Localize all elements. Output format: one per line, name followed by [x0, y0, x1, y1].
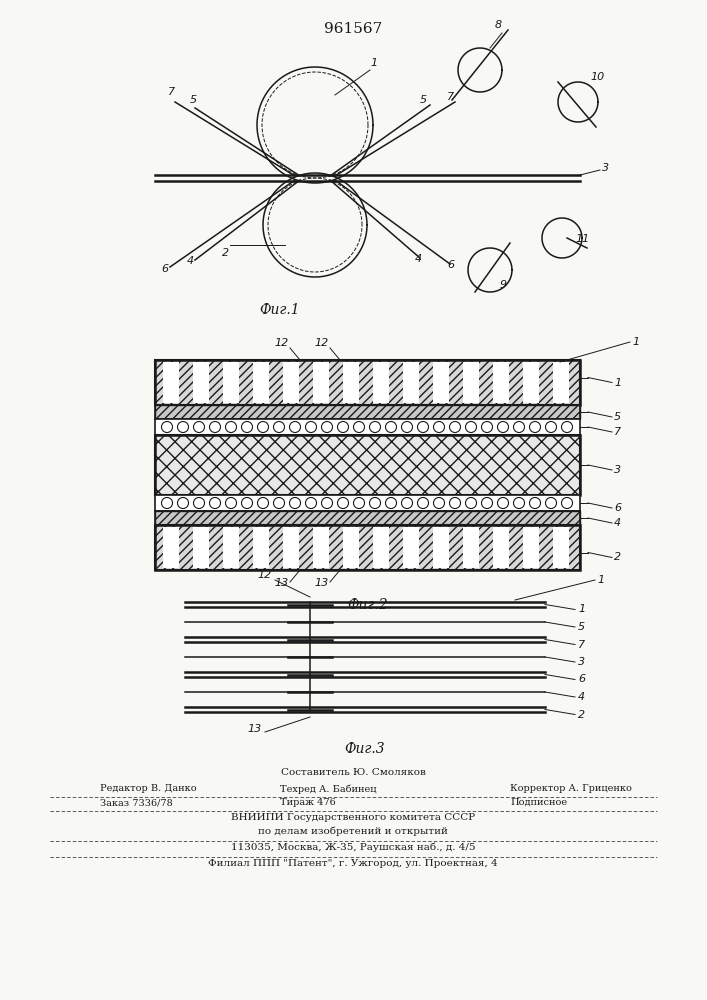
Text: 13: 13: [275, 578, 289, 588]
Text: 13: 13: [315, 578, 329, 588]
Bar: [313, 527, 329, 568]
Bar: [163, 362, 179, 403]
Bar: [253, 527, 269, 568]
Text: 4: 4: [578, 692, 585, 702]
Bar: [155, 435, 580, 495]
Bar: [163, 527, 179, 568]
Bar: [155, 435, 580, 495]
Bar: [155, 405, 580, 419]
Text: 12: 12: [275, 338, 289, 348]
Text: 5: 5: [190, 95, 197, 105]
Text: 1: 1: [597, 575, 604, 585]
Bar: [403, 527, 419, 568]
Bar: [343, 527, 359, 568]
Bar: [523, 362, 539, 403]
Text: 2: 2: [222, 248, 229, 258]
Bar: [283, 527, 299, 568]
Bar: [463, 362, 479, 403]
Bar: [193, 362, 209, 403]
Text: ВНИИПИ Государственного комитета СССР: ВНИИПИ Государственного комитета СССР: [231, 813, 475, 822]
Text: 961567: 961567: [324, 22, 382, 36]
Text: 6: 6: [578, 674, 585, 684]
Text: 12: 12: [258, 570, 272, 580]
Text: Составитель Ю. Смоляков: Составитель Ю. Смоляков: [281, 768, 426, 777]
Bar: [193, 527, 209, 568]
Text: 10: 10: [590, 72, 604, 82]
Text: Тираж 476: Тираж 476: [280, 798, 336, 807]
Text: Заказ 7336/78: Заказ 7336/78: [100, 798, 173, 807]
Text: Фиг.3: Фиг.3: [345, 742, 385, 756]
Text: 9: 9: [500, 280, 507, 290]
Text: 6: 6: [614, 503, 621, 513]
Bar: [433, 362, 449, 403]
Text: 8: 8: [495, 20, 502, 30]
Text: 3: 3: [614, 465, 621, 475]
Text: 7: 7: [447, 92, 454, 102]
Bar: [493, 527, 509, 568]
Text: 13: 13: [247, 724, 262, 734]
Text: 11: 11: [575, 234, 589, 244]
Text: 2: 2: [614, 552, 621, 562]
Bar: [155, 419, 580, 435]
Text: 7: 7: [614, 427, 621, 437]
Bar: [223, 527, 239, 568]
Text: 2: 2: [578, 710, 585, 720]
Text: 1: 1: [614, 377, 621, 387]
Bar: [373, 527, 389, 568]
Bar: [155, 495, 580, 511]
Text: 113035, Москва, Ж-35, Раушская наб., д. 4/5: 113035, Москва, Ж-35, Раушская наб., д. …: [230, 843, 475, 852]
Bar: [223, 362, 239, 403]
Bar: [403, 362, 419, 403]
Bar: [493, 362, 509, 403]
Bar: [553, 527, 569, 568]
Bar: [155, 360, 580, 405]
Text: 5: 5: [614, 412, 621, 422]
Bar: [283, 362, 299, 403]
Text: Корректор А. Гриценко: Корректор А. Гриценко: [510, 784, 632, 793]
Text: по делам изобретений и открытий: по делам изобретений и открытий: [258, 827, 448, 836]
Bar: [313, 362, 329, 403]
Text: Техред А. Бабинец: Техред А. Бабинец: [280, 784, 377, 794]
Text: 1: 1: [578, 604, 585, 614]
Bar: [463, 527, 479, 568]
Text: 6: 6: [161, 264, 168, 274]
Text: 1: 1: [370, 58, 377, 68]
Bar: [553, 362, 569, 403]
Text: 1: 1: [632, 337, 639, 347]
Bar: [343, 362, 359, 403]
Text: 4: 4: [614, 518, 621, 528]
Bar: [155, 360, 580, 405]
Bar: [155, 525, 580, 570]
Text: 12: 12: [315, 338, 329, 348]
Text: 5: 5: [420, 95, 427, 105]
Bar: [155, 511, 580, 525]
Text: 3: 3: [602, 163, 609, 173]
Text: 3: 3: [578, 657, 585, 667]
Bar: [373, 362, 389, 403]
Text: 4: 4: [415, 254, 422, 264]
Bar: [433, 527, 449, 568]
Bar: [155, 525, 580, 570]
Bar: [253, 362, 269, 403]
Text: 6: 6: [447, 260, 454, 270]
Text: Фиг.2: Фиг.2: [347, 598, 388, 612]
Text: Филиал ППП "Патент", г. Ужгород, ул. Проектная, 4: Филиал ППП "Патент", г. Ужгород, ул. Про…: [208, 859, 498, 868]
Text: 7: 7: [578, 640, 585, 650]
Text: Подписное: Подписное: [510, 798, 567, 807]
Bar: [155, 405, 580, 419]
Text: 4: 4: [187, 256, 194, 266]
Text: Фиг.1: Фиг.1: [259, 303, 300, 317]
Bar: [155, 511, 580, 525]
Text: 7: 7: [168, 87, 175, 97]
Text: 5: 5: [578, 622, 585, 632]
Text: Редактор В. Данко: Редактор В. Данко: [100, 784, 197, 793]
Bar: [523, 527, 539, 568]
